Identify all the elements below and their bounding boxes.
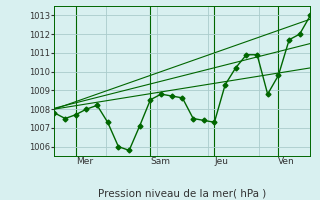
Text: Pression niveau de la mer( hPa ): Pression niveau de la mer( hPa ): [98, 189, 267, 199]
Text: Sam: Sam: [150, 158, 170, 166]
Text: Mer: Mer: [76, 158, 93, 166]
Text: Jeu: Jeu: [214, 158, 228, 166]
Text: Ven: Ven: [278, 158, 295, 166]
